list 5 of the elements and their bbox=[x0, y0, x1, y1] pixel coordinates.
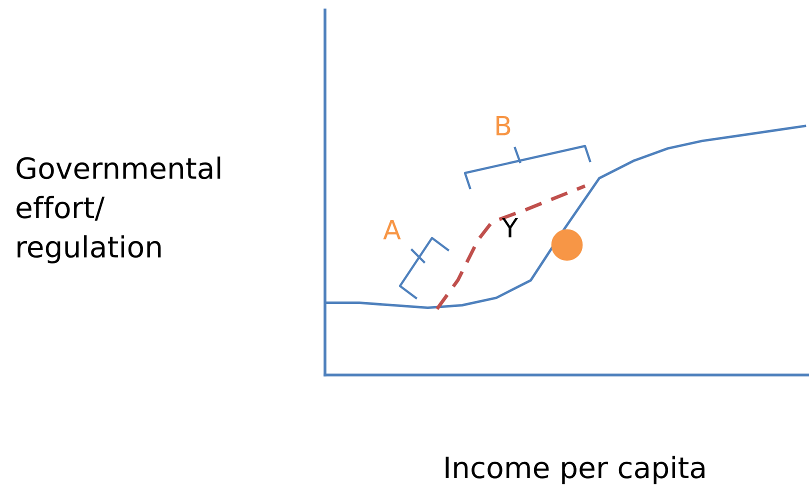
annotation: Y bbox=[502, 218, 518, 238]
x-axis-title: Income per capita bbox=[446, 456, 704, 484]
annotation: B bbox=[496, 116, 510, 136]
annotation: A bbox=[383, 220, 401, 240]
y-axis-title: Governmental effort/ regulation bbox=[16, 156, 220, 264]
